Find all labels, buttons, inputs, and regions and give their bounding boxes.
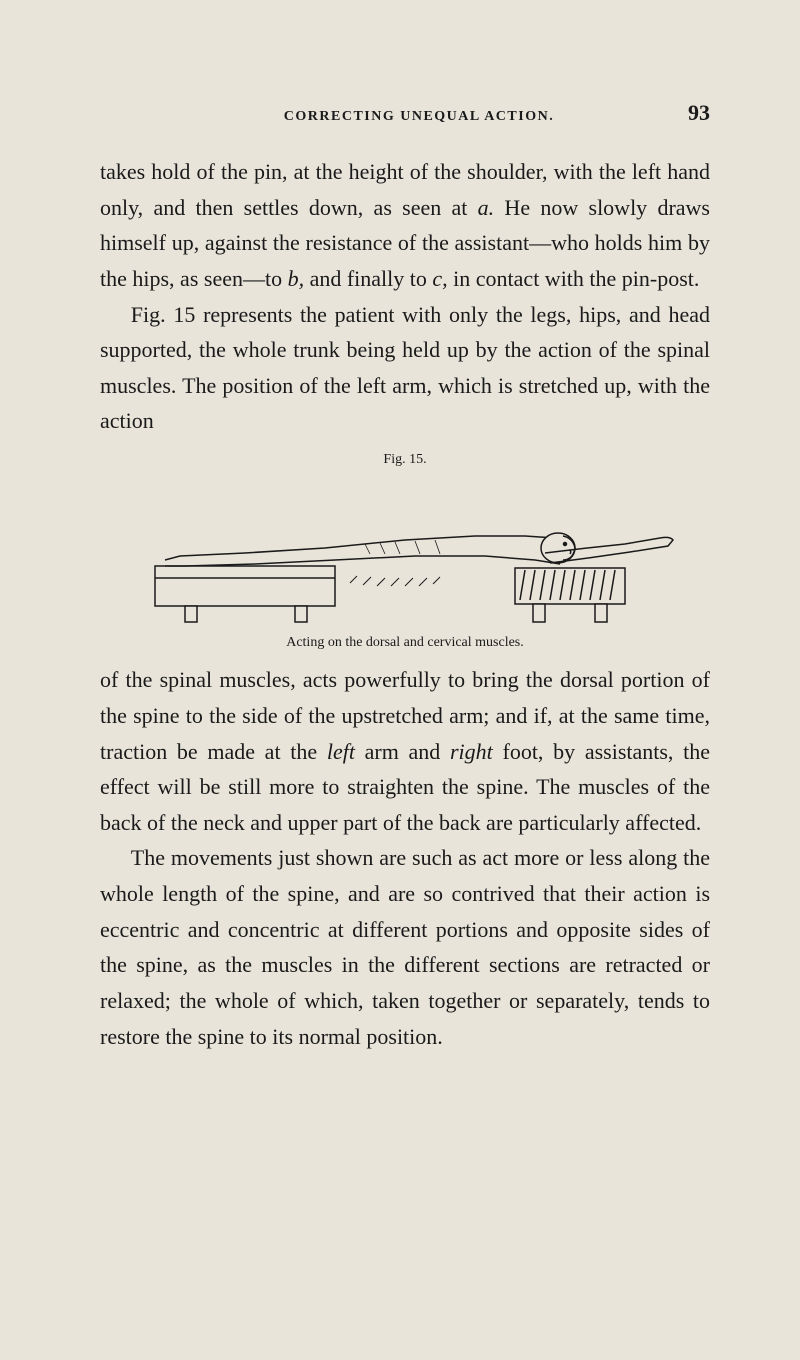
- paragraph-4: The movements just shown are such as act…: [100, 840, 710, 1054]
- page-body: takes hold of the pin, at the height of …: [100, 154, 710, 1054]
- book-page: CORRECTING UNEQUAL ACTION. 93 takes hold…: [0, 0, 800, 1360]
- p3-italic-right: right: [450, 739, 493, 764]
- paragraph-2: Fig. 15 represents the patient with only…: [100, 297, 710, 440]
- page-number: 93: [688, 100, 710, 126]
- p1-after-b: and finally to: [304, 266, 432, 291]
- figure-label: Fig. 15.: [100, 449, 710, 472]
- paragraph-3: of the spinal muscles, acts powerfully t…: [100, 662, 710, 840]
- p1-italic-a: a.: [478, 195, 495, 220]
- page-header: CORRECTING UNEQUAL ACTION. 93: [100, 100, 710, 126]
- p3-mid: arm and: [355, 739, 450, 764]
- p1-italic-c: c,: [432, 266, 447, 291]
- paragraph-1: takes hold of the pin, at the height of …: [100, 154, 710, 297]
- figure-illustration: [125, 478, 685, 628]
- running-head: CORRECTING UNEQUAL ACTION.: [150, 109, 688, 125]
- p3-italic-left: left: [327, 739, 355, 764]
- p1-italic-b: b,: [288, 266, 305, 291]
- p1-after-c: in contact with the pin-post.: [448, 266, 700, 291]
- figure-caption: Acting on the dorsal and cervical muscle…: [100, 632, 710, 655]
